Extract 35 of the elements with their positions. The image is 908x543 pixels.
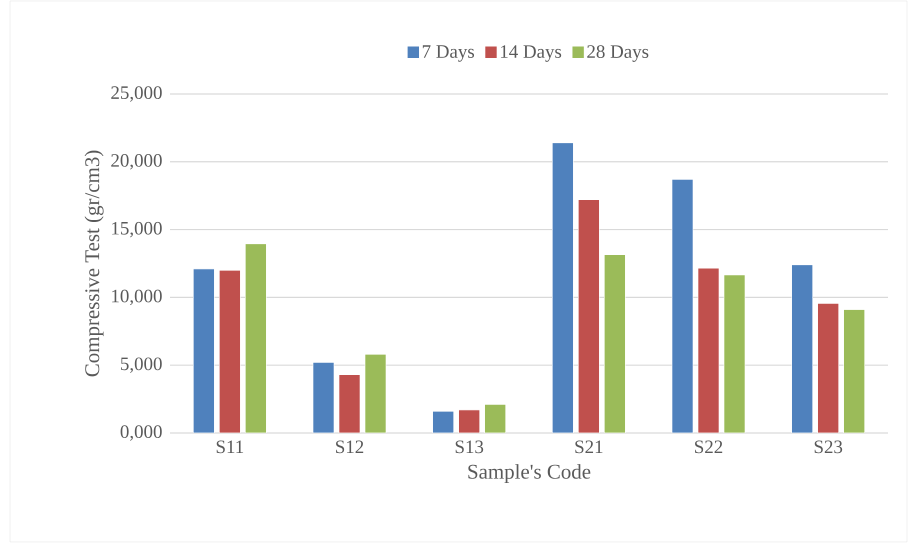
y-tick-label: 15,000 [112,222,162,238]
y-tick-label: 20,000 [111,154,162,170]
bar [698,268,720,433]
legend-label: 28 Days [587,45,648,62]
y-tick-label: 25,000 [111,86,162,102]
y-tick-label: 10,000 [112,290,162,306]
y-tick-label: 0,000 [120,425,162,441]
x-axis-title: Sample's Code [468,464,590,484]
y-tick-label: 5,000 [120,357,162,373]
bar [724,274,746,433]
bar [604,254,626,433]
bar [843,309,865,433]
legend-label: 14 Days [500,45,562,62]
x-tick-label: S11 [216,440,244,454]
bar [432,410,454,433]
bar [552,142,574,433]
bar [312,362,334,433]
x-tick-label: S23 [814,440,842,454]
bar [338,374,360,433]
bar [578,199,600,433]
x-tick-label: S12 [336,440,364,454]
bar [817,303,839,433]
bar [791,264,813,433]
x-tick-label: S21 [575,440,602,454]
bar [672,179,694,433]
bar [364,354,386,433]
bar [458,410,480,433]
bar [245,244,267,433]
bar [193,268,215,433]
x-tick-label: S22 [695,440,722,454]
x-tick-label: S13 [456,440,484,454]
legend-label: 7 Days [422,45,474,62]
y-axis-title: Compressive Test (gr/cm3) [84,150,104,376]
bar [484,404,506,433]
bar [219,270,241,433]
